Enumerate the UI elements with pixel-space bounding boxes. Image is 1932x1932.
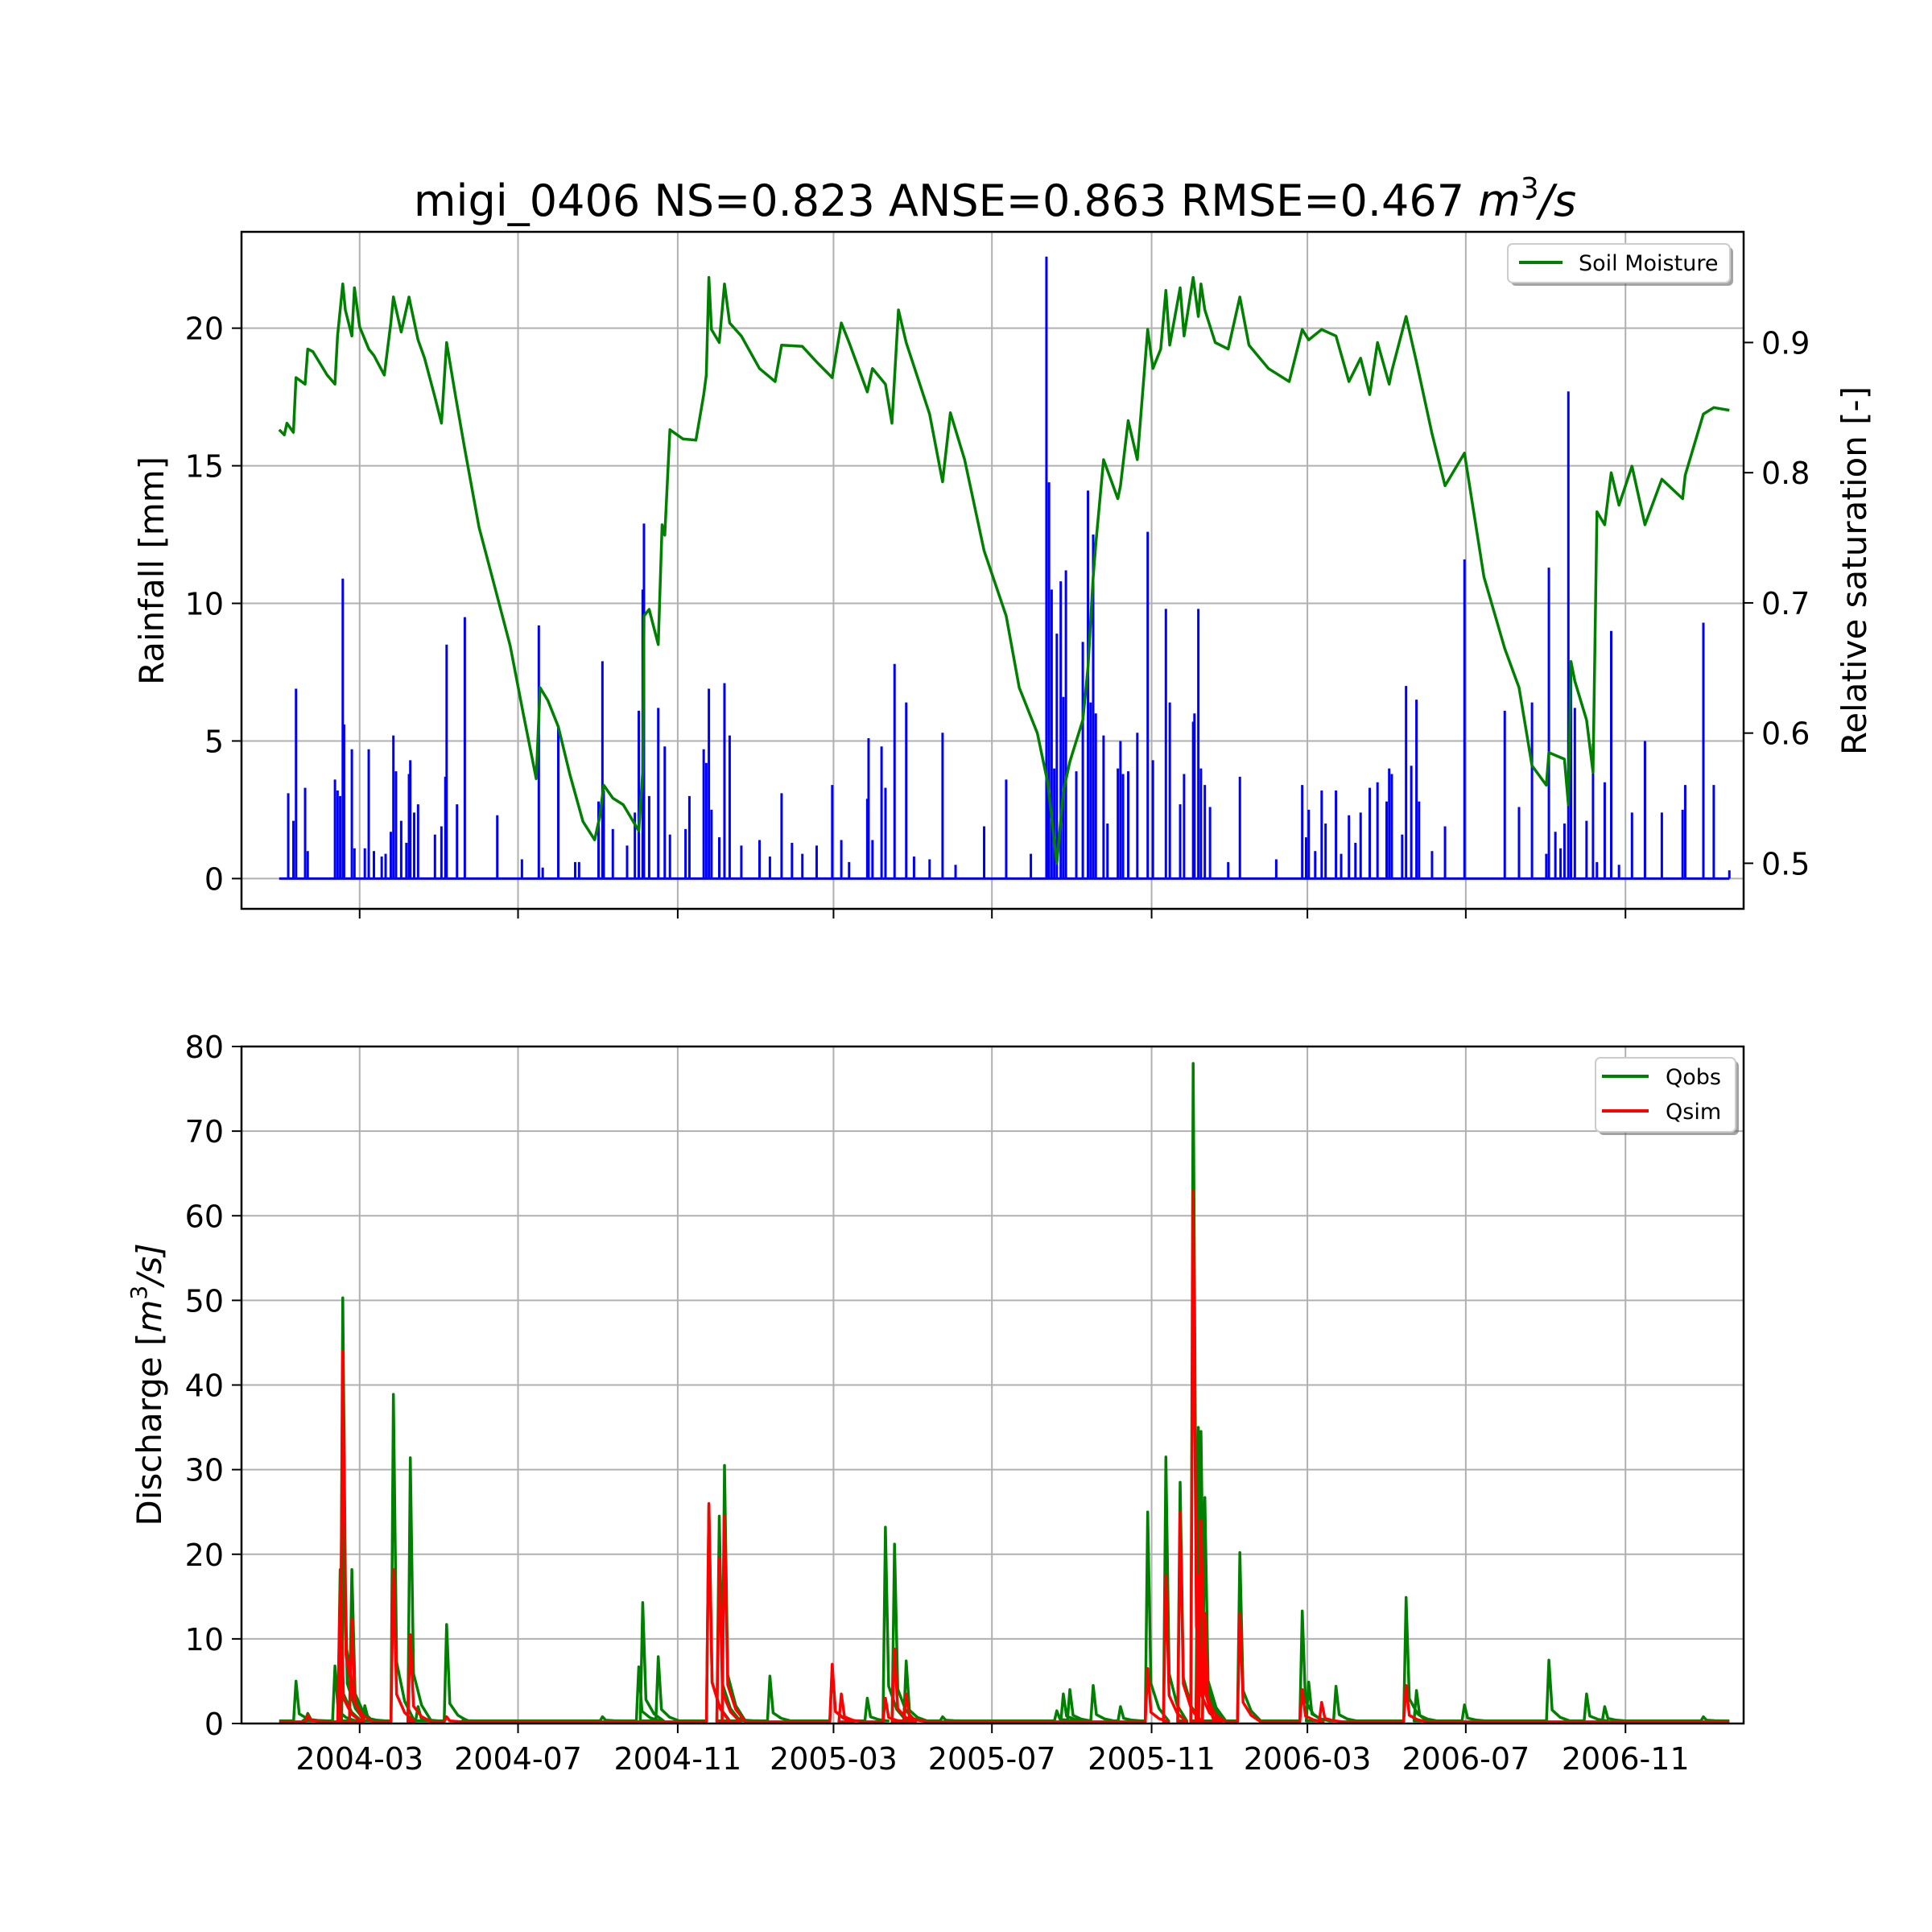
x-tick-label: 2005-03 — [770, 1741, 898, 1777]
soil-moisture-series — [278, 275, 1730, 865]
discharge-tick-label: 30 — [185, 1453, 224, 1488]
saturation-tick-label: 0.6 — [1761, 716, 1810, 752]
saturation-tick-label: 0.8 — [1761, 456, 1810, 491]
saturation-axis-ticks: 0.5 0.6 0.7 0.8 0.9 — [1744, 325, 1810, 881]
rainfall-tick-label: 10 — [185, 587, 224, 622]
discharge-tick-label: 10 — [185, 1622, 224, 1657]
legend-qobs-label: Qobs — [1666, 1065, 1721, 1090]
x-tick-label: 2006-11 — [1562, 1741, 1690, 1777]
discharge-tick-label: 50 — [185, 1283, 224, 1319]
rainfall-axis-ticks: 0 5 10 15 20 — [185, 312, 242, 897]
top-axes: 0 5 10 15 20 0.5 0.6 0.7 0.8 0.9 Rainfall [mm] R… — [132, 230, 1874, 919]
discharge-axis-label: Discharge [m3/s] — [126, 1243, 169, 1525]
discharge-axis-ticks: 0 10 20 30 40 50 60 70 80 — [185, 1030, 242, 1742]
discharge-tick-label: 70 — [185, 1114, 224, 1150]
x-tick-label: 2004-11 — [614, 1741, 742, 1777]
saturation-tick-label: 0.5 — [1761, 846, 1810, 881]
bottom-legend: Qobs Qsim — [1595, 1057, 1739, 1135]
qsim-line — [279, 1188, 1730, 1724]
rainfall-series — [279, 256, 1731, 880]
soil-moisture-line — [278, 275, 1730, 865]
x-tick-label: 2006-03 — [1244, 1741, 1372, 1777]
top-x-ticks — [358, 909, 1627, 919]
chart-title: migi_0406 NS=0.823 ANSE=0.863 RMSE=0.467… — [414, 172, 1576, 226]
rainfall-tick-label: 5 — [204, 724, 224, 759]
discharge-tick-label: 40 — [185, 1368, 224, 1404]
top-legend-box — [1507, 243, 1731, 283]
discharge-series — [279, 1062, 1730, 1724]
discharge-tick-label: 20 — [185, 1538, 224, 1573]
legend-soil-moisture-label: Soil Moisture — [1579, 251, 1718, 276]
discharge-tick-label: 60 — [185, 1199, 224, 1234]
x-tick-label: 2005-07 — [928, 1741, 1056, 1777]
x-axis-ticks: 2004-03 2004-07 2004-11 2005-03 2005-07 2005-… — [295, 1724, 1690, 1777]
saturation-tick-label: 0.9 — [1761, 325, 1810, 361]
rainfall-tick-label: 15 — [185, 449, 224, 485]
saturation-axis-label: Relative saturation [-] — [1835, 386, 1874, 755]
x-tick-label: 2004-03 — [295, 1741, 423, 1777]
saturation-tick-label: 0.7 — [1761, 586, 1810, 621]
discharge-tick-label: 80 — [185, 1030, 224, 1065]
rainfall-axis-label: Rainfall [mm] — [132, 456, 171, 685]
x-tick-label: 2004-07 — [454, 1741, 582, 1777]
x-tick-label: 2005-11 — [1088, 1741, 1216, 1777]
rainfall-tick-label: 20 — [185, 312, 224, 347]
x-tick-label: 2006-07 — [1402, 1741, 1530, 1777]
legend-qsim-label: Qsim — [1666, 1100, 1721, 1125]
rainfall-tick-label: 0 — [204, 861, 224, 897]
discharge-tick-label: 0 — [204, 1707, 224, 1742]
top-legend: Soil Moisture — [1507, 243, 1733, 286]
